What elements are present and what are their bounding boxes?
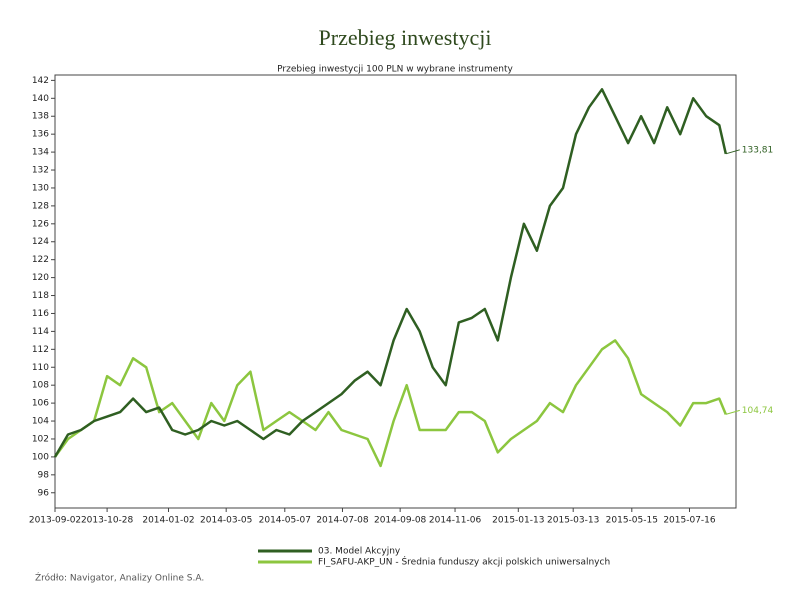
y-tick-label: 108 <box>32 381 49 391</box>
y-tick-label: 124 <box>32 237 49 247</box>
y-tick-label: 126 <box>32 219 49 229</box>
chart-title: Przebieg inwestycji <box>319 25 492 50</box>
source: Źródło: Navigator, Analizy Online S.A. <box>35 572 204 584</box>
legend-label: 03. Model Akcyjny <box>318 547 401 557</box>
y-tick-label: 130 <box>32 183 49 193</box>
value-label: 133,81 <box>742 145 774 155</box>
y-tick-label: 136 <box>32 130 49 140</box>
y-tick-label: 134 <box>32 148 49 158</box>
x-tick-label: 2014-01-02 <box>142 516 194 526</box>
x-tick-label: 2014-11-06 <box>429 516 482 526</box>
x-tick-label: 2014-03-05 <box>200 516 252 526</box>
y-tick-label: 120 <box>32 273 49 283</box>
x-tick-label: 2013-10-28 <box>81 516 134 526</box>
legend-label: FI_SAFU-AKP_UN - Średnia funduszy akcji … <box>318 556 610 568</box>
value-label: 104,74 <box>742 406 774 416</box>
y-tick-label: 112 <box>32 345 49 355</box>
y-tick-label: 118 <box>32 291 49 301</box>
y-tick-label: 98 <box>38 470 50 480</box>
x-tick-label: 2015-03-13 <box>547 516 599 526</box>
series-line <box>53 88 728 458</box>
x-tick-label: 2014-07-08 <box>316 516 369 526</box>
x-tick-label: 2015-05-15 <box>606 516 658 526</box>
y-tick-label: 102 <box>32 434 49 444</box>
x-tick-label: 2014-09-08 <box>374 516 427 526</box>
y-tick-label: 128 <box>32 201 49 211</box>
x-tick-label: 2015-01-13 <box>492 516 544 526</box>
series-line <box>53 339 727 468</box>
y-tick-label: 142 <box>32 76 49 86</box>
x-tick-label: 2013-09-02 <box>29 516 81 526</box>
y-tick-label: 138 <box>32 112 49 122</box>
y-tick-label: 110 <box>32 363 49 373</box>
y-tick-label: 140 <box>32 94 49 104</box>
y-tick-label: 116 <box>32 309 49 319</box>
y-tick-label: 104 <box>32 417 49 427</box>
x-tick-label: 2014-05-07 <box>259 516 311 526</box>
label-leader <box>725 409 740 415</box>
y-tick-label: 132 <box>32 166 49 176</box>
y-tick-label: 100 <box>32 452 49 462</box>
y-tick-label: 106 <box>32 399 49 409</box>
y-tick-label: 114 <box>32 327 49 337</box>
plot-frame <box>54 74 737 509</box>
y-tick-label: 122 <box>32 255 49 265</box>
chart-subtitle: Przebieg inwestycji 100 PLN w wybrane in… <box>277 65 513 75</box>
label-leader <box>725 149 740 155</box>
x-tick-label: 2015-07-16 <box>663 516 716 526</box>
y-tick-label: 96 <box>38 488 50 498</box>
